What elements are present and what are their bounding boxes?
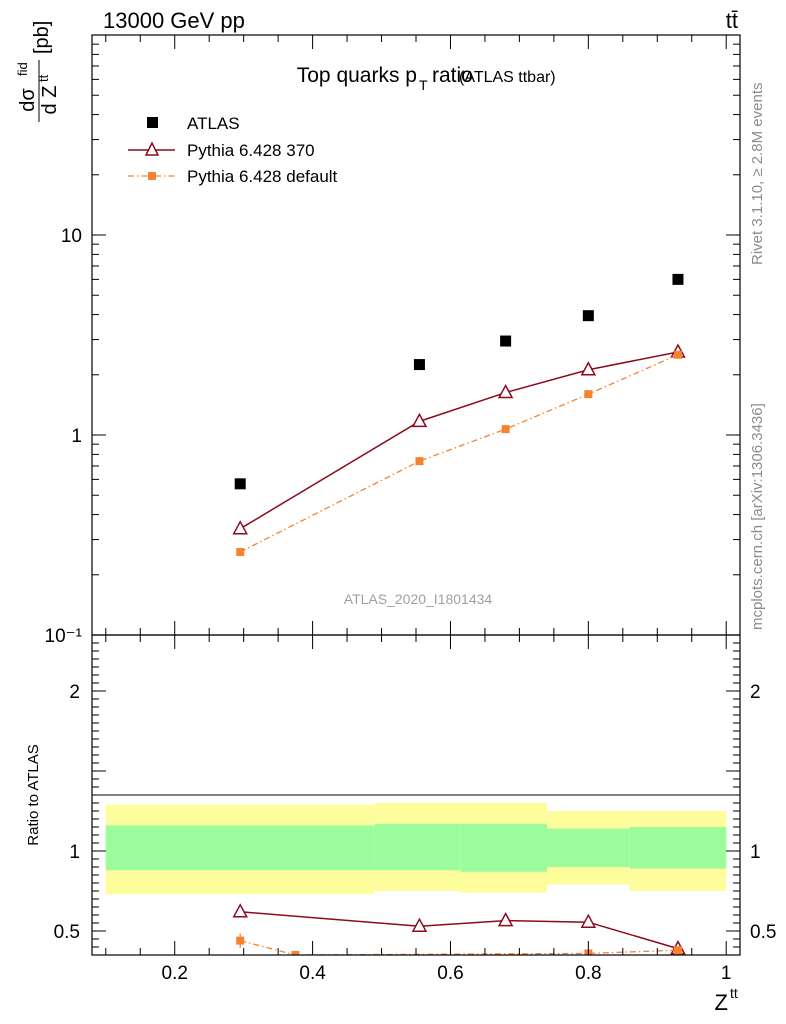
ratio-ylabel: Ratio to ATLAS: [25, 744, 42, 845]
ratio-ytick-label: 2: [69, 682, 80, 703]
ratio-ytick-label: 0.5: [54, 922, 80, 943]
ratio-ytick-label-right: 2: [750, 682, 761, 703]
source-label: mcplots.cern.ch [arXiv:1306.3436]: [749, 403, 766, 630]
main-data-point-2: [415, 457, 424, 466]
main-title: Top quarks p: [297, 64, 417, 87]
main-data-point-1: [497, 383, 514, 399]
main-data-point-0: [500, 335, 512, 347]
ratio-xtick-label: 0.2: [162, 963, 188, 984]
analysis-id: ATLAS_2020_I1801434: [344, 591, 493, 607]
main-ytick-label: 10⁻¹: [45, 626, 83, 647]
ylabel-numerator: dσ: [17, 88, 39, 112]
legend-label-pythia-default: Pythia 6.428 default: [187, 167, 338, 186]
ylabel-numerator-sup: fid: [15, 62, 30, 76]
main-data-point-0: [234, 478, 246, 490]
ratio-xtick-label: 1: [721, 963, 732, 984]
legend: ATLAS Pythia 6.428 370 Pythia 6.428 defa…: [128, 114, 338, 186]
main-data-point-2: [584, 390, 593, 399]
main-title-note: (ATLAS ttbar): [459, 69, 556, 86]
ratio-ytick-label: 1: [69, 842, 80, 863]
x-axis-label: Z: [715, 990, 728, 1015]
x-axis-label-sup: tt: [730, 985, 738, 1001]
main-ytick-label: 1: [71, 426, 82, 447]
legend-label-pythia-370: Pythia 6.428 370: [187, 141, 315, 160]
process-label: tt̄: [726, 8, 738, 33]
legend-marker-atlas: [147, 117, 158, 128]
ratio-data-point-0: [580, 913, 597, 928]
main-series-line-1: [239, 351, 679, 530]
main-data-point-1: [580, 361, 597, 376]
ratio-panel: 0.2 0.4 0.6 0.8 1 0.5 0.5 1 1 2 2 Ratio to ATLAS Z…: [25, 634, 776, 1015]
main-data-point-2: [501, 425, 510, 434]
main-data-point-0: [672, 273, 684, 285]
ratio-ytick-label-right: 1: [750, 842, 761, 863]
uncertainty-band-stat: [460, 823, 547, 872]
uncertainty-band-stat: [629, 827, 727, 869]
main-data-point-1: [232, 520, 248, 535]
ratio-data-point-1: [291, 951, 300, 955]
ratio-series-line-0: [240, 911, 679, 950]
ylabel-unit: [pb]: [31, 21, 53, 54]
ratio-ytick-label-right: 0.5: [750, 922, 776, 943]
ylabel-denominator: d Z: [39, 86, 61, 115]
main-series-line-2: [239, 354, 679, 553]
main-ytick-label: 10: [61, 226, 82, 247]
main-data-point-1: [411, 412, 428, 428]
main-data-point-0: [582, 310, 594, 322]
ratio-data-point-0: [497, 912, 514, 927]
ylabel-denominator-sup: tt: [36, 74, 51, 82]
uncertainty-band-stat: [546, 828, 630, 867]
uncertainty-band-stat: [374, 823, 461, 871]
legend-label-atlas: ATLAS: [187, 114, 240, 133]
legend-marker-pythia-370: [144, 141, 160, 156]
main-data-point-2: [673, 350, 682, 359]
main-data-point-0: [413, 359, 425, 371]
ratio-xtick-label: 0.8: [575, 963, 601, 984]
ratio-data-point-0: [411, 917, 428, 932]
main-panel: 10⁻¹ 1 10 Top quarks p T ratio (ATLAS ttba…: [15, 21, 741, 647]
rivet-label: Rivet 3.1.10, ≥ 2.8M events: [749, 83, 766, 266]
main-title-subscript: T: [419, 77, 428, 93]
ratio-xtick-label: 0.6: [437, 963, 463, 984]
ratio-data-point-1: [673, 946, 682, 955]
main-ylabel: dσ fid d Z tt [pb]: [15, 21, 61, 122]
energy-label: 13000 GeV pp: [103, 8, 245, 33]
ratio-data-point-0: [232, 903, 248, 918]
main-title-ratio: ratio: [432, 64, 473, 87]
main-data-point-2: [236, 548, 245, 557]
legend-marker-pythia-default: [148, 172, 156, 180]
uncertainty-band-stat: [105, 825, 375, 871]
ratio-xtick-label: 0.4: [299, 963, 326, 984]
ratio-series-group: [232, 903, 686, 955]
ratio-series-line-1: [240, 939, 678, 955]
